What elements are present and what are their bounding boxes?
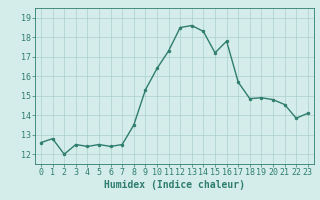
- X-axis label: Humidex (Indice chaleur): Humidex (Indice chaleur): [104, 180, 245, 190]
